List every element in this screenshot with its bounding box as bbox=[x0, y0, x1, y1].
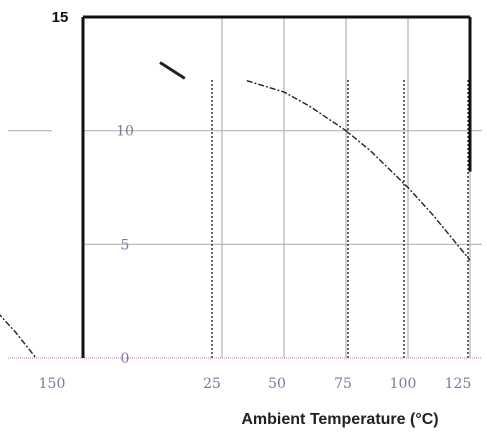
x-tick-label: 150 bbox=[39, 376, 66, 392]
series-line-2 bbox=[246, 80, 471, 261]
x-tick-label: 75 bbox=[334, 376, 352, 392]
y-tick-label: 10 bbox=[116, 124, 134, 140]
y-tick-label: 15 bbox=[52, 9, 69, 26]
y-tick-label: 5 bbox=[121, 237, 130, 253]
x-tick-label: 50 bbox=[268, 376, 286, 392]
x-tick-label: 25 bbox=[203, 376, 221, 392]
plot-frame bbox=[81, 15, 472, 358]
x-tick-label: 100 bbox=[390, 376, 417, 392]
series-line-3 bbox=[0, 314, 37, 359]
y-tick-label: 0 bbox=[121, 351, 130, 367]
x-tick-label: 125 bbox=[445, 376, 472, 392]
curves bbox=[0, 61, 471, 359]
grid-lines bbox=[8, 17, 482, 359]
x-axis-label: Ambient Temperature (°C) bbox=[241, 411, 438, 428]
series-line-1 bbox=[159, 61, 186, 80]
